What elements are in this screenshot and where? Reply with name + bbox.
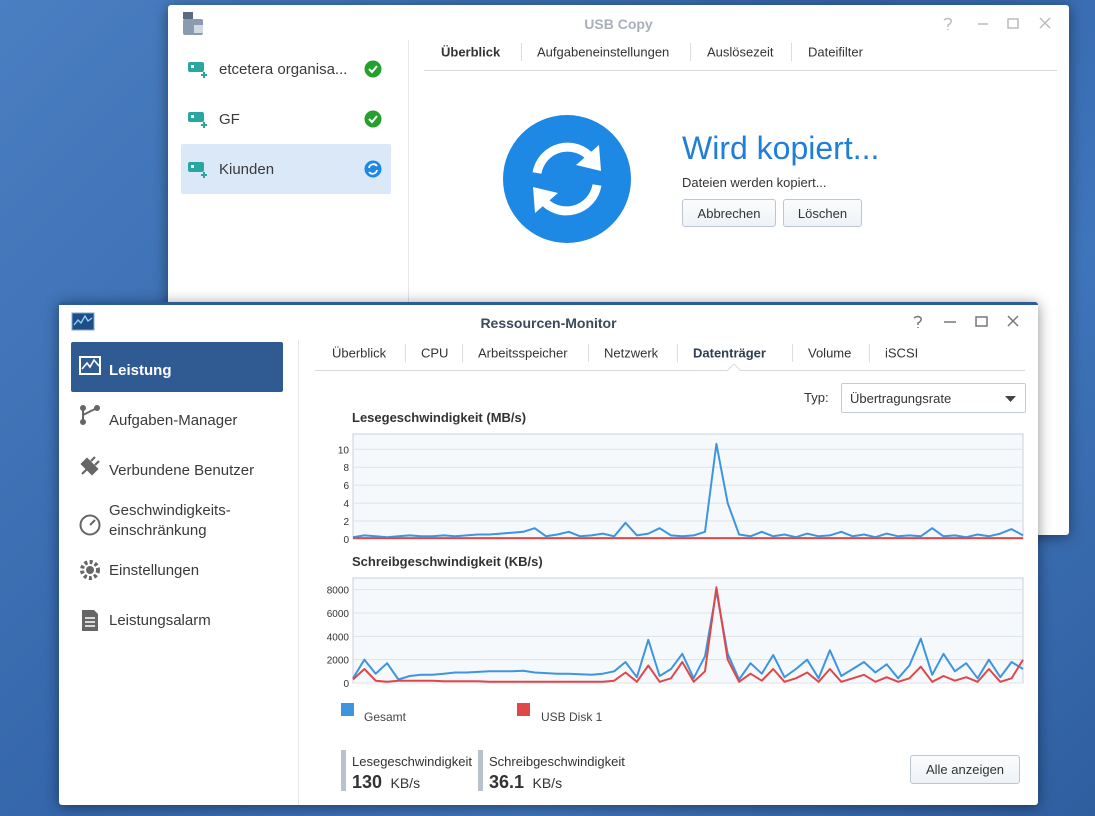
nav-item[interactable]: Einstellungen [109,562,200,579]
y-tick-label: 8000 [327,586,350,597]
stat-value: 130 KB/s [352,772,420,793]
active-tab-pointer [727,364,741,372]
app-icon [71,312,95,331]
task-item[interactable]: etcetera organisa... [219,61,348,78]
tab-separator [677,344,678,362]
divider [298,340,299,805]
tab[interactable]: Volume [808,345,852,361]
window-controls[interactable] [909,313,1029,331]
window-controls[interactable] [938,15,1058,33]
stat-unit: KB/s [532,775,563,791]
tab[interactable]: Auslösezeit [707,44,774,60]
nav-item[interactable]: Geschwindigkeits- [109,502,231,519]
button[interactable]: Alle anzeigen [910,755,1020,784]
chart-title: Schreibgeschwindigkeit (KB/s) [352,554,543,569]
tab-separator [792,344,793,362]
window-title: Ressourcen-Monitor [480,315,617,331]
tab-separator [405,344,406,362]
tab[interactable]: Netzwerk [604,345,659,361]
legend-swatch [517,703,530,716]
sync-icon [503,115,631,243]
tab[interactable]: Überblick [332,345,387,361]
series-line [352,589,1024,681]
tab-separator [690,43,691,61]
y-tick-label: 4 [343,499,349,510]
tab[interactable]: Überblick [441,44,501,60]
button[interactable]: Abbrechen [682,199,776,227]
series-line [352,586,1024,683]
tab[interactable]: iSCSI [885,345,919,361]
selected-task-bg [181,144,391,194]
tab-underline [424,70,1057,71]
stat-label: Lesegeschwindigkeit [352,754,472,769]
charts: Lesegeschwindigkeit (MB/s) 0 2 4 6 8 10 Schreib… [327,410,1024,690]
status-text: Dateien werden kopiert... [682,175,827,190]
tab[interactable]: Datenträger [693,345,766,361]
y-tick-label: 2000 [327,656,350,667]
y-tick-label: 10 [338,445,350,456]
stat-label: Schreibgeschwindigkeit [489,754,625,769]
y-tick-label: 2 [343,517,349,528]
type-label: Typ: [804,390,829,405]
divider [408,40,409,535]
legend-label: Gesamt [364,710,407,724]
tab-separator [869,344,870,362]
tab[interactable]: Aufgabeneinstellungen [537,44,670,60]
stat-unit: KB/s [390,775,421,791]
stat-number: 36.1 [489,772,525,792]
y-tick-label: 6000 [327,609,350,620]
tab-separator [791,43,792,61]
tab-separator [588,344,589,362]
y-tick-label: 0 [343,679,349,690]
legend-label: USB Disk 1 [541,710,603,724]
series-line [352,442,1024,539]
stat-value: 36.1 KB/s [489,772,562,793]
tab-separator [462,344,463,362]
tab[interactable]: CPU [421,345,449,361]
task-status-icons [364,60,382,178]
resource-monitor-window: Ressourcen-Monitor Leistung Aufgaben-Man… [59,302,1038,805]
y-tick-label: 4000 [327,632,350,643]
y-tick-label: 8 [343,463,349,474]
y-tick-label: 0 [343,535,349,546]
tab-separator [521,43,522,61]
nav-icons [79,356,101,631]
tab[interactable]: Arbeitsspeicher [478,345,568,361]
stat-bar [341,750,346,791]
tab[interactable]: Dateifilter [808,44,863,60]
nav-item[interactable]: Leistung [109,362,172,379]
selected-nav-bg [71,342,283,392]
nav-item[interactable]: Leistungsalarm [109,612,211,629]
nav-item[interactable]: Aufgaben-Manager [109,412,238,429]
task-item[interactable]: Kiunden [219,161,275,178]
type-dropdown[interactable]: Übertragungsrate [841,383,1026,413]
stat-number: 130 [352,772,383,792]
tab-underline [315,370,1025,371]
y-tick-label: 6 [343,481,349,492]
legend-swatch [341,703,354,716]
task-icons [188,62,207,178]
chart-title: Lesegeschwindigkeit (MB/s) [352,410,526,425]
nav-item[interactable]: Verbundene Benutzer [109,462,255,479]
dropdown-value: Übertragungsrate [850,391,952,406]
nav-item[interactable]: einschränkung [109,522,207,539]
dropdown-arrow [1005,396,1016,402]
task-item[interactable]: GF [219,111,240,128]
app-icon [183,12,203,35]
status-title: Wird kopiert... [682,130,880,166]
button[interactable]: Löschen [783,199,862,227]
window-title: USB Copy [584,16,653,32]
stat-bar [478,750,483,791]
